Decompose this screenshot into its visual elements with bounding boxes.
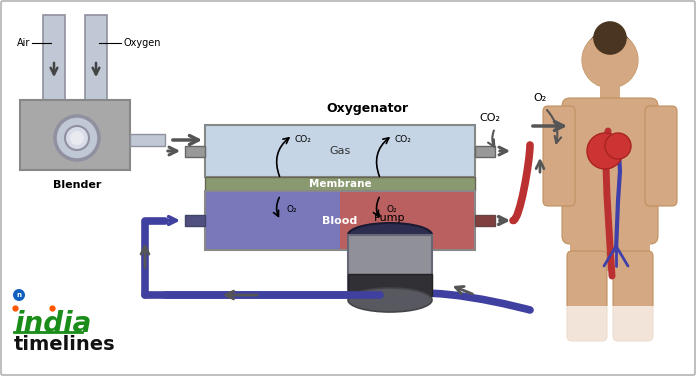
Text: Oxygenator: Oxygenator	[326, 102, 408, 115]
Text: CO₂: CO₂	[294, 135, 312, 144]
Bar	[600, 85, 620, 107]
Circle shape	[582, 32, 638, 88]
Ellipse shape	[348, 223, 432, 247]
Text: Blood: Blood	[322, 215, 358, 226]
Bar	[205, 191, 475, 250]
Text: Oxygen: Oxygen	[123, 38, 161, 48]
Text: CO₂: CO₂	[480, 113, 500, 123]
Bar	[130, 134, 165, 146]
Circle shape	[587, 29, 633, 75]
Bar	[185, 215, 205, 226]
Text: Blender: Blender	[53, 180, 101, 190]
Bar	[475, 146, 495, 156]
Text: Membrane: Membrane	[309, 179, 371, 189]
FancyBboxPatch shape	[562, 98, 658, 244]
FancyBboxPatch shape	[567, 251, 607, 341]
Text: O₂: O₂	[287, 205, 297, 214]
Text: n: n	[17, 292, 22, 298]
Bar	[348, 274, 432, 296]
Text: Air: Air	[17, 38, 30, 48]
Circle shape	[65, 126, 89, 150]
Circle shape	[593, 21, 627, 55]
Bar	[540, 306, 680, 356]
Text: Pump: Pump	[374, 213, 406, 223]
Circle shape	[55, 116, 99, 160]
FancyBboxPatch shape	[645, 106, 677, 206]
Text: india: india	[14, 310, 91, 338]
Circle shape	[582, 32, 638, 88]
Bar	[348, 235, 432, 295]
Text: CO₂: CO₂	[395, 135, 411, 144]
FancyBboxPatch shape	[613, 251, 653, 341]
Text: O₂: O₂	[386, 205, 397, 214]
FancyBboxPatch shape	[570, 231, 650, 271]
Text: timelines: timelines	[14, 335, 116, 354]
Text: Gas: Gas	[329, 146, 351, 156]
FancyBboxPatch shape	[543, 106, 575, 206]
Bar	[185, 146, 205, 156]
Bar	[20, 100, 130, 170]
Text: O₂: O₂	[533, 93, 546, 103]
Circle shape	[13, 289, 25, 301]
Bar	[43, 15, 65, 115]
Ellipse shape	[348, 288, 432, 312]
Bar	[340, 191, 475, 250]
Circle shape	[605, 133, 631, 159]
Circle shape	[70, 131, 84, 145]
Bar	[205, 125, 475, 177]
Circle shape	[587, 133, 623, 169]
Bar	[205, 191, 340, 250]
Bar	[85, 15, 107, 115]
Bar	[475, 215, 495, 226]
Bar	[205, 177, 475, 191]
